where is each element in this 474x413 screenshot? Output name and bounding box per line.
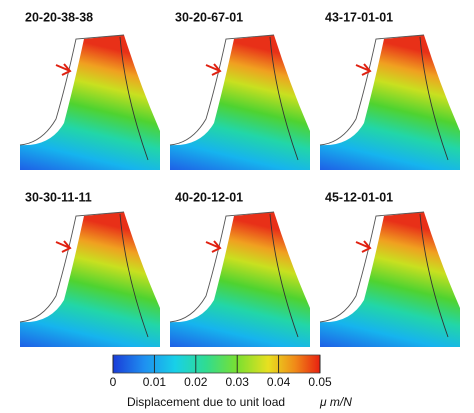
undeformed-outline xyxy=(19,211,125,323)
deformed-edge xyxy=(269,213,299,338)
panel-label: 40-20-12-01 xyxy=(175,190,243,204)
deformed-edge xyxy=(119,213,149,338)
deformed-edge xyxy=(419,36,449,161)
panels: 20-20-38-38 30-20-67-01 43-17-01-01 30-30-1… xyxy=(19,10,460,347)
undeformed-outline xyxy=(169,211,275,323)
tick-label: 0.05 xyxy=(308,375,332,389)
panel-label: 43-17-01-01 xyxy=(325,10,393,24)
deformed-edge xyxy=(269,36,299,161)
undeformed-outline xyxy=(319,211,425,323)
tooth-contour xyxy=(20,35,160,170)
undeformed-outline xyxy=(19,34,125,146)
tooth-contour xyxy=(320,212,460,347)
arrow xyxy=(355,63,372,76)
gear-tooth-plot xyxy=(319,211,460,347)
colorbar: Displacement due to unit load μ m/N 0 0.0… xyxy=(110,354,352,409)
deformed-edge xyxy=(419,213,449,338)
tooth-contour xyxy=(320,35,460,170)
panel-label: 30-30-11-11 xyxy=(25,190,92,204)
panel-label: 30-20-67-01 xyxy=(175,10,243,24)
gear-tooth-plot xyxy=(169,34,310,170)
tick-label: 0.01 xyxy=(143,375,167,389)
deformed-edge xyxy=(119,36,149,161)
undeformed-outline xyxy=(319,34,425,146)
undeformed-outline xyxy=(169,34,275,146)
tooth-contour xyxy=(170,35,310,170)
gear-tooth-plot xyxy=(19,211,160,347)
gear-tooth-plot xyxy=(169,211,310,347)
tick-label: 0 xyxy=(110,375,117,389)
tooth-contour xyxy=(170,212,310,347)
colorbar-label: Displacement due to unit load xyxy=(127,395,285,409)
tick-label: 0.03 xyxy=(226,375,250,389)
colorbar-unit: μ m/N xyxy=(319,395,352,409)
panel-label: 20-20-38-38 xyxy=(25,10,93,24)
arrow xyxy=(355,240,372,253)
tick-label: 0.02 xyxy=(184,375,208,389)
arrow xyxy=(55,240,72,253)
arrow xyxy=(205,240,222,253)
arrow xyxy=(205,63,222,76)
gear-tooth-plot xyxy=(319,34,460,170)
arrow xyxy=(55,63,72,76)
gear-tooth-plot xyxy=(19,34,160,170)
tick-label: 0.04 xyxy=(267,375,291,389)
panel-label: 45-12-01-01 xyxy=(325,190,393,204)
colorbar-gradient xyxy=(112,354,321,374)
tooth-contour xyxy=(20,212,160,347)
